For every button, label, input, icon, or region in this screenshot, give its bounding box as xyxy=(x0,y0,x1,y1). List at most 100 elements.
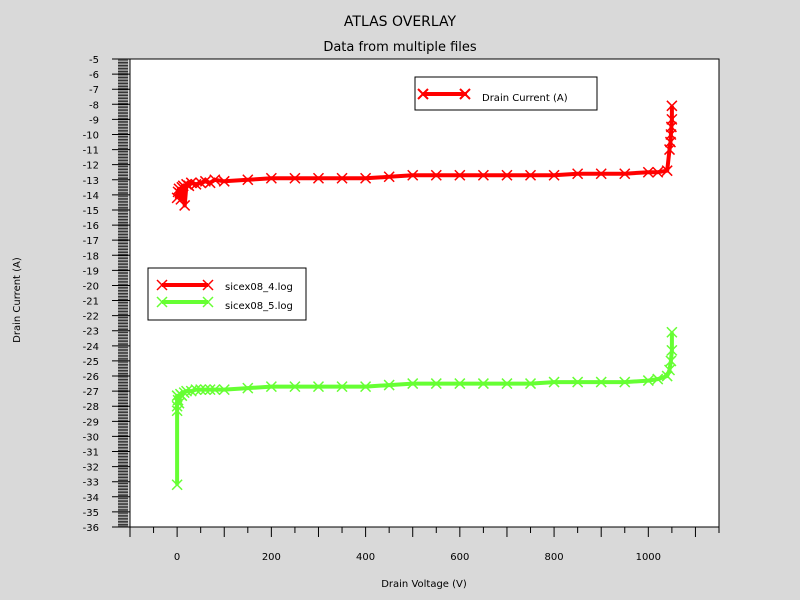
y-minor-tick xyxy=(118,87,128,89)
y-minor-tick xyxy=(118,439,128,441)
data-point-marker xyxy=(195,384,207,396)
y-minor-tick xyxy=(118,303,128,305)
y-minor-tick xyxy=(118,383,128,385)
y-minor-tick xyxy=(118,341,128,343)
y-minor-tick xyxy=(118,493,128,495)
y-minor-tick xyxy=(118,359,128,361)
y-minor-tick xyxy=(118,398,128,400)
y-minor-tick xyxy=(118,80,128,81)
legend-top-marker-1 xyxy=(417,88,429,100)
data-point-marker xyxy=(501,378,513,390)
y-minor-tick xyxy=(118,252,128,253)
y-minor-tick xyxy=(118,308,128,309)
y-minor-tick xyxy=(118,517,128,519)
y-minor-tick xyxy=(118,72,128,74)
y-minor-tick xyxy=(118,81,128,83)
data-point-marker xyxy=(312,381,325,393)
data-point-marker xyxy=(642,166,654,178)
y-minor-tick xyxy=(118,83,128,84)
y-minor-tick xyxy=(118,450,128,451)
y-tick-label: -32 xyxy=(83,463,99,474)
y-minor-tick xyxy=(118,342,128,344)
data-point-marker xyxy=(190,384,202,396)
y-minor-tick xyxy=(118,122,128,124)
y-minor-tick xyxy=(118,102,128,104)
data-point-marker xyxy=(265,381,277,393)
y-tick-label: -27 xyxy=(83,387,99,398)
data-point-marker xyxy=(242,382,254,394)
y-minor-tick xyxy=(118,200,128,202)
y-minor-tick xyxy=(118,62,128,63)
y-minor-tick xyxy=(118,256,128,258)
data-point-marker xyxy=(619,168,631,180)
y-minor-tick xyxy=(118,474,128,475)
y-minor-tick xyxy=(118,90,128,92)
y-minor-tick xyxy=(118,415,128,417)
y-minor-tick xyxy=(118,388,128,389)
y-minor-tick xyxy=(118,487,128,489)
y-minor-tick xyxy=(118,311,128,312)
y-minor-tick xyxy=(118,427,128,429)
y-minor-tick xyxy=(118,98,128,100)
y-minor-tick xyxy=(118,460,128,462)
y-minor-tick xyxy=(118,135,128,137)
y-tick-label: -26 xyxy=(83,372,99,383)
data-point-marker xyxy=(209,384,221,396)
y-minor-tick xyxy=(118,161,128,163)
y-minor-tick xyxy=(118,237,128,238)
y-tick-label: -24 xyxy=(83,342,99,353)
y-minor-tick xyxy=(118,246,128,247)
y-minor-tick xyxy=(118,433,128,435)
y-minor-tick xyxy=(118,492,128,494)
y-minor-tick xyxy=(118,69,128,71)
y-minor-tick xyxy=(118,320,128,321)
y-minor-tick xyxy=(118,400,128,401)
y-minor-tick xyxy=(118,373,128,374)
y-minor-tick xyxy=(118,243,128,244)
y-minor-tick xyxy=(118,154,128,155)
y-minor-tick xyxy=(118,514,128,516)
y-minor-tick xyxy=(118,299,128,300)
y-minor-tick xyxy=(118,286,128,288)
y-minor-tick xyxy=(118,419,128,421)
data-point-marker xyxy=(204,177,216,189)
y-tick-label: -15 xyxy=(83,206,99,217)
data-point-marker xyxy=(661,165,673,177)
y-minor-tick xyxy=(118,99,128,101)
y-minor-tick xyxy=(118,137,128,139)
data-point-marker xyxy=(477,169,489,181)
y-minor-tick xyxy=(118,65,128,66)
y-minor-tick xyxy=(118,434,128,436)
y-minor-tick xyxy=(118,350,128,352)
y-minor-tick xyxy=(118,356,128,358)
y-minor-tick xyxy=(118,190,128,192)
y-minor-tick xyxy=(118,442,128,444)
y-minor-tick xyxy=(118,205,128,207)
y-minor-tick xyxy=(118,288,128,290)
y-minor-tick xyxy=(118,457,128,459)
y-minor-tick xyxy=(118,282,128,284)
y-minor-tick xyxy=(118,211,128,213)
y-minor-tick xyxy=(118,490,128,492)
y-minor-tick xyxy=(118,294,128,296)
y-minor-tick xyxy=(118,469,128,471)
y-minor-tick xyxy=(118,317,128,318)
y-minor-tick xyxy=(118,499,128,501)
y-minor-tick xyxy=(118,116,128,118)
y-minor-tick xyxy=(118,68,128,69)
y-minor-tick xyxy=(118,382,128,383)
data-point-marker xyxy=(383,171,395,183)
y-minor-tick xyxy=(118,131,128,133)
x-tick-label: 0 xyxy=(174,552,180,563)
y-minor-tick xyxy=(118,326,128,327)
y-minor-tick xyxy=(118,336,128,338)
data-point-marker xyxy=(524,378,537,390)
y-minor-tick xyxy=(118,267,128,269)
legend-top-label: Drain Current (A) xyxy=(482,93,568,104)
y-minor-tick xyxy=(118,176,128,178)
y-minor-tick xyxy=(118,228,128,229)
y-minor-tick xyxy=(118,222,128,223)
y-minor-tick xyxy=(118,486,128,487)
y-minor-tick xyxy=(118,348,128,350)
